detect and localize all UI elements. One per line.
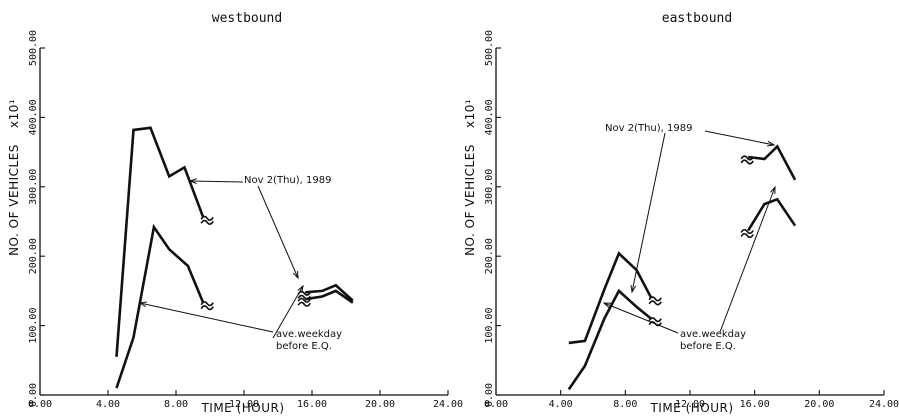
x-tick-label: 16.00 xyxy=(740,399,770,410)
x-tick-label: 0.00 xyxy=(484,399,508,410)
y-tick-label: 100.00 xyxy=(28,308,39,344)
chart-title: westbound xyxy=(212,11,282,26)
y-tick-label: 100.00 xyxy=(484,308,495,344)
arrow-head xyxy=(602,302,612,309)
arrow-head xyxy=(188,178,197,184)
break-mark xyxy=(740,228,754,239)
annotation-arrow xyxy=(603,302,679,334)
x-tick-label: 12.00 xyxy=(229,399,259,410)
y-tick-label: 500.00 xyxy=(28,30,39,66)
series-line xyxy=(304,289,354,304)
y-tick-label: 500.00 xyxy=(484,30,495,66)
series-line xyxy=(115,223,205,389)
annotation-arrow xyxy=(139,302,274,333)
annotation-text: ave.weekday xyxy=(680,329,746,340)
annotation-arrow xyxy=(189,180,244,183)
series-line xyxy=(115,126,205,357)
arrow-head xyxy=(138,301,148,308)
break-mark xyxy=(200,301,214,311)
chart-westbound: westbound TIME (HOUR) NO. OF VEHICLES x1… xyxy=(7,11,463,415)
annotation-text: Nov 2(Thu), 1989 xyxy=(244,175,331,186)
annotation-arrow xyxy=(704,130,775,146)
series-line xyxy=(747,197,797,232)
x-tick-label: 0.00 xyxy=(28,399,52,410)
series-line xyxy=(305,283,354,302)
y-axis-label: NO. OF VEHICLES xyxy=(463,144,477,256)
x-tick-label: 24.00 xyxy=(433,399,463,410)
annotation-arrow xyxy=(272,285,304,339)
x-axis-label: TIME (HOUR) xyxy=(649,401,733,415)
x-axis-label: TIME (HOUR) xyxy=(200,401,284,415)
arrow-head xyxy=(630,285,637,294)
y-tick-label: 200.00 xyxy=(28,238,39,274)
y-tick-label: 0.00 xyxy=(484,383,495,407)
y-tick-label: 300.00 xyxy=(28,169,39,205)
x-tick-label: 20.00 xyxy=(365,399,395,410)
x-tick-label: 4.00 xyxy=(96,399,120,410)
break-mark xyxy=(200,215,214,225)
annotation-text: Nov 2(Thu), 1989 xyxy=(605,123,692,134)
x-tick-label: 8.00 xyxy=(164,399,188,410)
arrow-head xyxy=(767,140,776,147)
x-tick-label: 24.00 xyxy=(869,399,899,410)
x-tick-label: 20.00 xyxy=(804,399,834,410)
break-mark xyxy=(648,296,662,306)
series-line xyxy=(567,288,653,391)
x-tick-label: 4.00 xyxy=(549,399,573,410)
y-tick-label: 400.00 xyxy=(484,99,495,135)
x-tick-label: 8.00 xyxy=(613,399,637,410)
chart-eastbound: eastbound TIME (HOUR) NO. OF VEHICLES x1… xyxy=(463,11,899,415)
annotation-text: ave.weekday xyxy=(276,329,342,340)
y-tick-label: 400.00 xyxy=(28,99,39,135)
annotation-arrow xyxy=(719,186,776,333)
y-axis-label: NO. OF VEHICLES xyxy=(7,144,21,256)
annotation-text: before E.Q. xyxy=(680,341,736,352)
series-line xyxy=(568,251,653,345)
y-tick-label: 200.00 xyxy=(484,238,495,274)
y-axis-multiplier: x10¹ xyxy=(7,99,21,128)
series-line xyxy=(748,144,797,181)
break-mark xyxy=(740,155,754,165)
chart-title: eastbound xyxy=(662,11,732,26)
x-tick-label: 16.00 xyxy=(297,399,327,410)
arrow-head xyxy=(297,284,304,293)
annotation-arrow xyxy=(631,132,666,293)
x-tick-label: 12.00 xyxy=(675,399,705,410)
break-mark xyxy=(297,297,311,307)
arrow-head xyxy=(770,185,776,195)
y-tick-label: 0.00 xyxy=(28,383,39,407)
y-tick-label: 300.00 xyxy=(484,169,495,205)
arrow-head xyxy=(292,270,299,280)
y-axis-multiplier: x10¹ xyxy=(463,99,477,128)
annotation-text: before E.Q. xyxy=(276,341,332,352)
annotation-arrow xyxy=(257,185,299,279)
